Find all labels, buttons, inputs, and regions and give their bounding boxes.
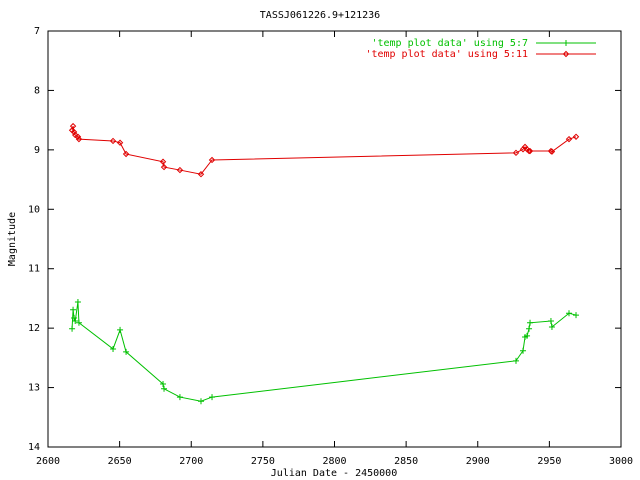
point bbox=[176, 394, 183, 401]
point bbox=[71, 315, 78, 322]
point bbox=[159, 158, 167, 165]
y-tick-label: 7 bbox=[34, 26, 40, 37]
point bbox=[209, 394, 216, 401]
y-tick-label: 9 bbox=[34, 145, 40, 156]
point bbox=[75, 135, 83, 143]
y-tick-label: 13 bbox=[28, 383, 40, 394]
point bbox=[123, 348, 130, 355]
point bbox=[69, 325, 76, 332]
point bbox=[117, 326, 124, 333]
point bbox=[573, 312, 580, 319]
point bbox=[208, 156, 216, 164]
x-tick-label: 2750 bbox=[251, 456, 275, 467]
point bbox=[72, 318, 79, 325]
point bbox=[520, 347, 527, 354]
legend-label: 'temp plot data' using 5:11 bbox=[365, 49, 528, 60]
point bbox=[70, 128, 78, 136]
point bbox=[565, 135, 573, 143]
point bbox=[524, 332, 531, 339]
x-tick-label: 2950 bbox=[537, 456, 561, 467]
x-tick-label: 2650 bbox=[108, 456, 132, 467]
point bbox=[160, 163, 168, 171]
point bbox=[161, 385, 168, 392]
point bbox=[74, 298, 81, 305]
legend-label: 'temp plot data' using 5:7 bbox=[371, 38, 528, 49]
legend-marker bbox=[562, 50, 570, 58]
point bbox=[197, 171, 205, 178]
point bbox=[122, 150, 130, 158]
x-tick-label: 2700 bbox=[179, 456, 203, 467]
y-tick-label: 11 bbox=[28, 264, 40, 275]
point bbox=[176, 166, 184, 174]
y-axis-label: Magnitude bbox=[7, 212, 18, 266]
point bbox=[572, 133, 580, 140]
point bbox=[72, 131, 79, 139]
point bbox=[74, 133, 82, 140]
point bbox=[548, 148, 556, 155]
y-tick-label: 10 bbox=[28, 204, 40, 215]
point bbox=[548, 323, 555, 330]
point bbox=[70, 306, 77, 313]
series-line bbox=[71, 301, 577, 402]
x-tick-label: 2800 bbox=[322, 456, 346, 467]
point bbox=[116, 139, 124, 146]
x-tick-label: 2600 bbox=[36, 456, 60, 467]
point bbox=[75, 319, 82, 326]
point bbox=[527, 319, 534, 326]
y-tick-label: 14 bbox=[28, 442, 40, 453]
point bbox=[512, 357, 519, 364]
y-tick-label: 8 bbox=[34, 85, 40, 96]
x-tick-label: 2900 bbox=[466, 456, 490, 467]
x-tick-label: 3000 bbox=[609, 456, 633, 467]
point bbox=[69, 122, 77, 130]
y-tick-label: 12 bbox=[28, 323, 40, 334]
chart-title: TASSJ061226.9+121236 bbox=[260, 10, 380, 21]
series-line bbox=[71, 125, 577, 175]
point bbox=[566, 310, 572, 317]
point bbox=[110, 345, 117, 352]
point bbox=[160, 381, 167, 388]
point bbox=[547, 318, 554, 325]
point bbox=[526, 147, 534, 155]
x-axis-label: Julian Date - 2450000 bbox=[271, 468, 397, 479]
point bbox=[526, 325, 533, 332]
point bbox=[109, 137, 117, 145]
point bbox=[512, 149, 520, 157]
point bbox=[525, 147, 533, 155]
x-tick-label: 2850 bbox=[394, 456, 418, 467]
legend-marker bbox=[563, 40, 569, 46]
point bbox=[197, 398, 204, 405]
